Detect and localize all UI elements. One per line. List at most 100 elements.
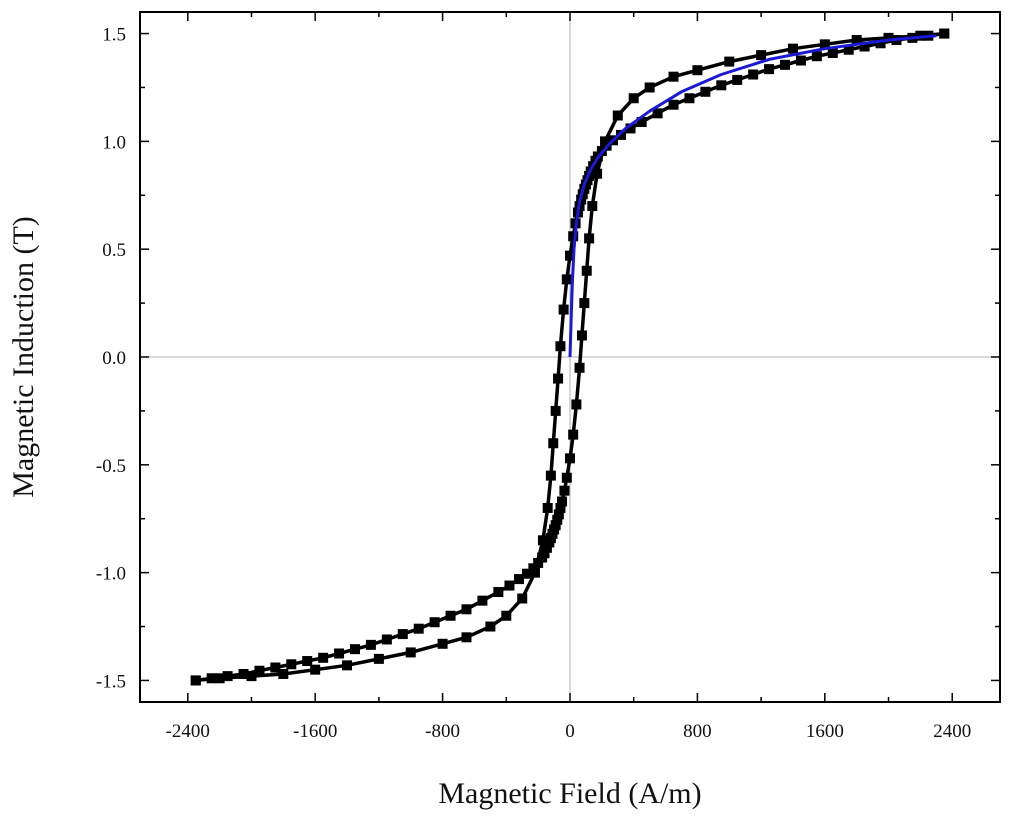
- series-1-point: [568, 231, 579, 242]
- x-tick-label: 800: [683, 721, 712, 742]
- series-1-point: [780, 59, 790, 70]
- series-2-point: [584, 233, 595, 244]
- series-2-point: [939, 28, 950, 39]
- series-1-point: [246, 671, 257, 682]
- series-3-line: [568, 34, 937, 358]
- series-1-point: [558, 304, 569, 315]
- series-2-point: [571, 399, 582, 410]
- ticks-layer: -2400 -1600 -800 0 800 1600 2400 -1.5 -1.0 -0.5 0.…: [96, 12, 1000, 742]
- series-2-point: [350, 644, 360, 655]
- series-1-point: [700, 86, 711, 97]
- plot-frame: [139, 11, 1001, 703]
- series-2-point: [600, 136, 611, 147]
- series-2-point: [397, 629, 408, 640]
- series-2-point: [445, 610, 456, 621]
- series-1-point: [843, 44, 854, 55]
- series-1-point: [545, 470, 556, 481]
- series-2-point: [574, 362, 585, 373]
- series-2-point: [528, 563, 539, 574]
- series-1-point: [636, 116, 647, 127]
- series-2-point: [302, 656, 313, 667]
- series-1-point: [625, 123, 636, 134]
- series-2-point: [692, 65, 703, 76]
- series-2-point: [429, 617, 440, 628]
- series-2-point: [787, 43, 798, 54]
- y-axis-title: Magnetic Induction (T): [7, 216, 40, 498]
- series-1-point: [795, 55, 806, 66]
- series-1-point: [437, 638, 448, 649]
- x-tick-label: 2400: [933, 721, 971, 742]
- y-tick-label: 0.5: [102, 240, 126, 261]
- series-1-point: [278, 668, 289, 679]
- series-1-point: [561, 274, 572, 285]
- series-1-point: [548, 438, 559, 449]
- series-2-point: [206, 673, 217, 684]
- series-2-point: [381, 634, 392, 645]
- series-2-point: [819, 39, 830, 50]
- series-2-point: [552, 514, 563, 525]
- series-2-point: [559, 485, 570, 496]
- series-2-point: [561, 472, 572, 483]
- series-2-point: [514, 574, 525, 585]
- series-2-point: [565, 453, 575, 464]
- series-1-point: [373, 653, 384, 664]
- series-1-point: [716, 80, 727, 91]
- series-2-point: [555, 502, 566, 513]
- series-2-point: [568, 429, 579, 440]
- series-1-point: [461, 632, 472, 643]
- series-1-point: [501, 610, 512, 621]
- series-2-point: [318, 652, 329, 663]
- series-1-point: [555, 341, 566, 352]
- series-2-point: [504, 580, 515, 591]
- y-tick-label: 0.0: [102, 348, 126, 369]
- series-2-point: [592, 168, 603, 179]
- series-2-point: [533, 557, 544, 568]
- x-axis-title: Magnetic Field (A/m): [438, 777, 701, 810]
- y-tick-label: 1.5: [102, 25, 126, 46]
- series-1-point: [550, 405, 561, 416]
- y-tick-label: 1.0: [102, 132, 126, 153]
- y-tick-label: -0.5: [96, 456, 126, 477]
- series-1-point: [342, 660, 353, 671]
- series-1-point: [684, 93, 695, 104]
- series-1-point: [537, 535, 548, 546]
- series-1-point: [748, 69, 759, 80]
- series-2-point: [286, 659, 297, 670]
- series-1-point: [517, 593, 528, 604]
- series-1-point: [485, 621, 496, 632]
- x-tick-label: 1600: [806, 721, 844, 742]
- series-1-point: [668, 99, 679, 110]
- series-1-point: [652, 108, 663, 119]
- series-2-point: [493, 587, 504, 598]
- series-2-point: [644, 82, 655, 93]
- x-tick-label: -1600: [293, 721, 337, 742]
- series-2-point: [522, 568, 532, 579]
- series-2-point: [851, 35, 862, 46]
- series-1-point: [310, 664, 321, 675]
- series-2-point: [334, 648, 345, 659]
- series-2-point: [724, 56, 735, 67]
- series-1-point: [875, 38, 886, 49]
- series-1-point: [859, 41, 870, 52]
- series-2-point: [541, 542, 552, 553]
- series-2-point: [539, 548, 550, 559]
- series-2-point: [587, 201, 598, 212]
- x-tick-label: -800: [425, 721, 460, 742]
- series-2-point: [254, 665, 265, 676]
- series-2-point: [628, 93, 639, 104]
- series-1-point: [542, 502, 553, 513]
- series-2-point: [756, 50, 767, 61]
- series-1-point: [565, 250, 575, 261]
- series-2-point: [270, 662, 281, 673]
- series-1-point: [764, 64, 775, 75]
- series-2-point: [238, 668, 249, 679]
- series-1-point: [405, 647, 416, 658]
- series-2-point: [477, 595, 488, 606]
- series-2-point: [553, 509, 564, 520]
- series-2-point: [461, 604, 472, 615]
- series-2-point: [581, 265, 592, 276]
- y-tick-label: -1.0: [96, 564, 126, 585]
- series-2-point: [579, 298, 590, 309]
- y-tick-label: -1.5: [96, 671, 126, 692]
- series-2-point: [550, 520, 561, 531]
